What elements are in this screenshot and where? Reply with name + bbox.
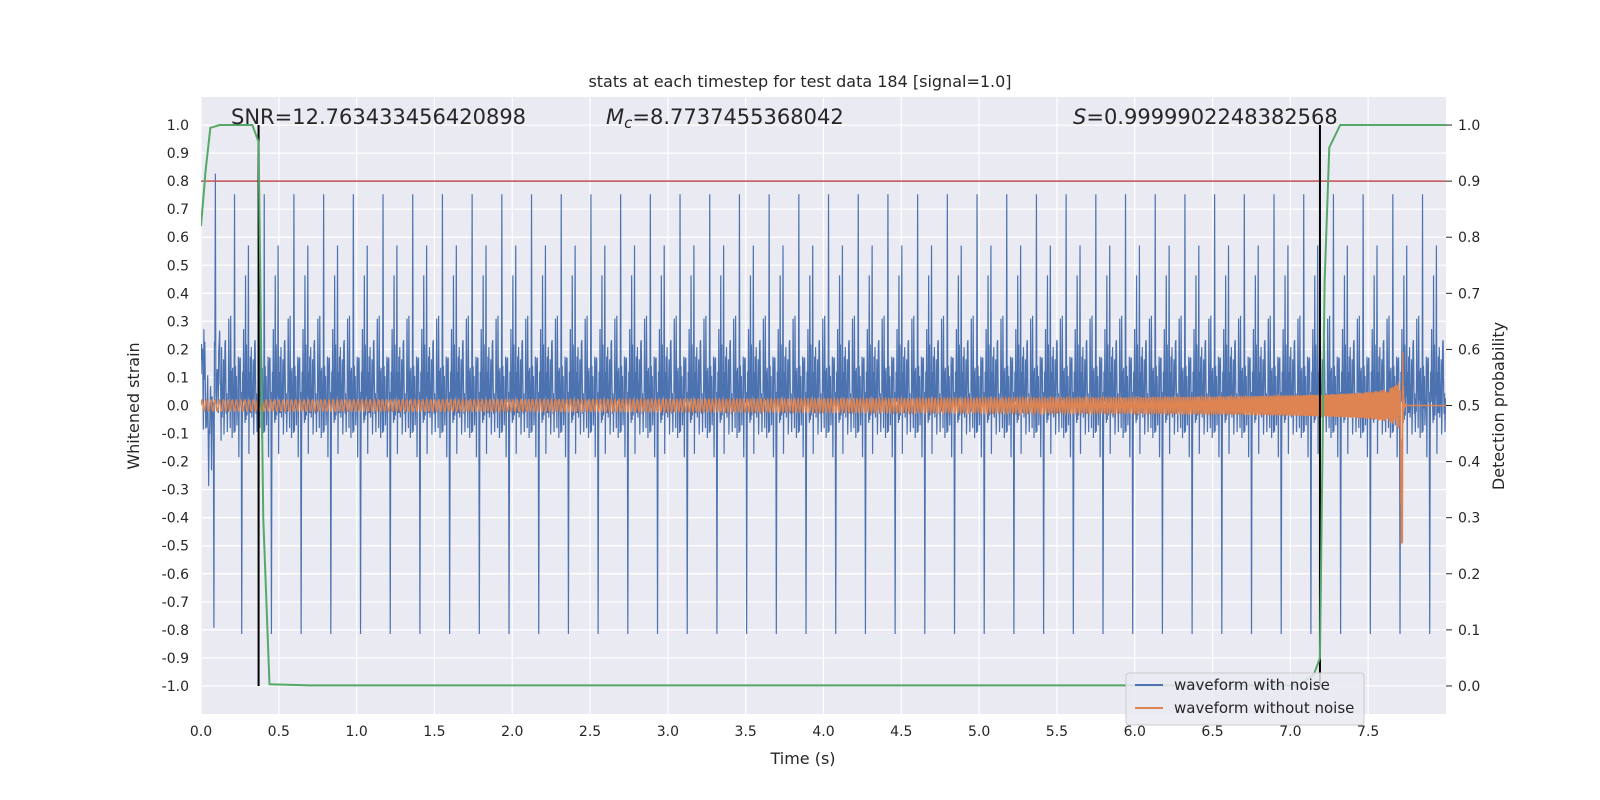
y2-tick-label-1: 0.9 <box>1458 174 1480 190</box>
y-tick-label-0: 1.0 <box>167 118 189 134</box>
legend: waveform with noise waveform without noi… <box>1125 672 1365 726</box>
y2-tick-label-3: 0.7 <box>1458 286 1480 302</box>
x-tick-label-5: 2.5 <box>579 724 601 740</box>
y2-tick-label-6: 0.4 <box>1458 455 1480 471</box>
y-tick-label-12: -0.2 <box>162 455 189 471</box>
y-tick-label-18: -0.8 <box>162 623 189 639</box>
y2-tick-label-0: 1.0 <box>1458 118 1480 134</box>
legend-label-signal: waveform without noise <box>1174 699 1354 717</box>
annotation-chirp-mass-symbol: M <box>606 105 624 129</box>
annotation-statistic-symbol: S <box>1073 105 1086 129</box>
x-tick-label-8: 4.0 <box>812 724 834 740</box>
annotation-chirp-mass-subscript: c <box>624 114 633 132</box>
y-tick-label-9: 0.1 <box>167 370 189 386</box>
y-tick-label-16: -0.6 <box>162 567 189 583</box>
x-tick-label-14: 7.0 <box>1279 724 1301 740</box>
x-tick-label-12: 6.0 <box>1124 724 1146 740</box>
series-detection-probability <box>201 124 1446 687</box>
y-tick-label-10: 0.0 <box>167 399 189 415</box>
y-tick-label-4: 0.6 <box>167 230 189 246</box>
annotation-statistic: S=0.9999902248382568 <box>1073 105 1338 129</box>
y2-tick-label-2: 0.8 <box>1458 230 1480 246</box>
y-tick-label-3: 0.7 <box>167 202 189 218</box>
x-tick-label-0: 0.0 <box>190 724 212 740</box>
annotation-chirp-mass-value: =8.7737455368042 <box>632 105 843 129</box>
x-tick-label-6: 3.0 <box>657 724 679 740</box>
annotation-statistic-value: =0.9999902248382568 <box>1086 105 1337 129</box>
series-waveform-without-noise <box>201 352 1446 544</box>
x-tick-label-1: 0.5 <box>268 724 290 740</box>
x-axis-label: Time (s) <box>769 749 835 768</box>
y2-axis-label: Detection probability <box>1489 322 1508 490</box>
x-tick-label-10: 5.0 <box>968 724 990 740</box>
x-tick-label-2: 1.0 <box>345 724 367 740</box>
y-tick-label-13: -0.3 <box>162 483 189 499</box>
y2-tick-label-9: 0.1 <box>1458 623 1480 639</box>
x-tick-label-13: 6.5 <box>1201 724 1223 740</box>
y-tick-label-15: -0.5 <box>162 539 189 555</box>
y-tick-label-19: -0.9 <box>162 651 189 667</box>
y-tick-label-5: 0.5 <box>167 258 189 274</box>
y2-tick-label-8: 0.2 <box>1458 567 1480 583</box>
y-tick-label-2: 0.8 <box>167 174 189 190</box>
y-tick-label-6: 0.4 <box>167 286 189 302</box>
y2-tick-label-5: 0.5 <box>1458 399 1480 415</box>
annotation-snr: SNR=12.763433456420898 <box>231 105 526 129</box>
y-axis-label: Whitened strain <box>124 342 143 469</box>
probability-line <box>201 124 1446 687</box>
chart-title: stats at each timestep for test data 184… <box>588 72 1011 91</box>
x-tick-label-7: 3.5 <box>735 724 757 740</box>
x-tick-label-15: 7.5 <box>1357 724 1379 740</box>
x-tick-label-11: 5.5 <box>1046 724 1068 740</box>
y-tick-label-17: -0.7 <box>162 595 189 611</box>
legend-label-noise: waveform with noise <box>1174 676 1330 694</box>
signal-line <box>201 352 1446 544</box>
y2-tick-label-4: 0.6 <box>1458 342 1480 358</box>
x-tick-label-9: 4.5 <box>890 724 912 740</box>
y2-tick-label-10: 0.0 <box>1458 679 1480 695</box>
y-tick-label-11: -0.1 <box>162 427 189 443</box>
y-tick-label-7: 0.3 <box>167 314 189 330</box>
axis-ticks: 0.0 0.5 1.0 1.5 2.0 2.5 3.0 3.5 4.0 4.5 5.0 5.5 6.0 6… <box>162 118 1481 740</box>
legend-box <box>1125 672 1365 726</box>
x-tick-label-3: 1.5 <box>423 724 445 740</box>
y-tick-label-1: 0.9 <box>167 146 189 162</box>
y-tick-label-14: -0.4 <box>162 511 189 527</box>
annotation-chirp-mass: Mc=8.7737455368042 <box>606 105 844 132</box>
y-tick-label-8: 0.2 <box>167 342 189 358</box>
y2-tick-label-7: 0.3 <box>1458 511 1480 527</box>
y-tick-label-20: -1.0 <box>162 679 189 695</box>
x-tick-label-4: 2.0 <box>501 724 523 740</box>
